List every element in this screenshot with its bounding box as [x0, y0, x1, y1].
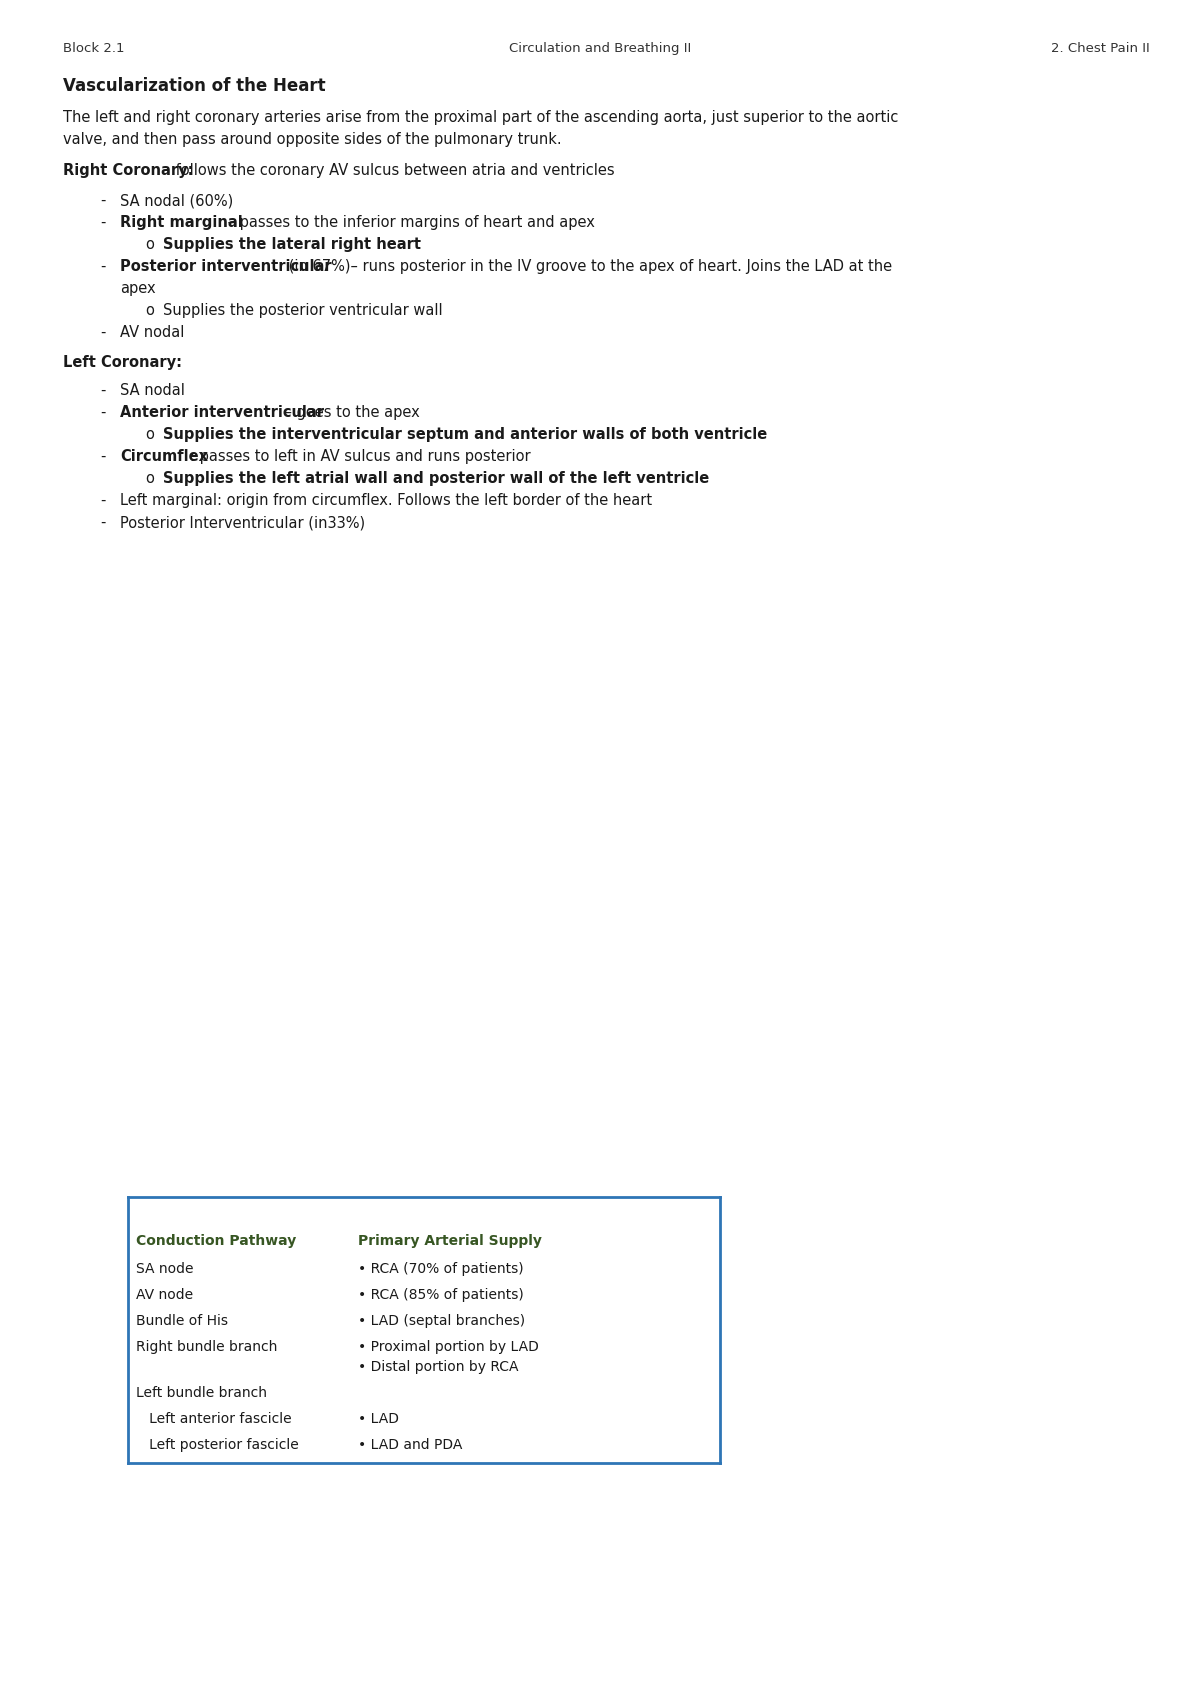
Text: – goes to the apex: – goes to the apex — [280, 406, 420, 419]
Text: (in 67%)– runs posterior in the IV groove to the apex of heart. Joins the LAD at: (in 67%)– runs posterior in the IV groov… — [284, 260, 892, 273]
Text: -: - — [100, 406, 106, 419]
Text: 2. Chest Pain II: 2. Chest Pain II — [1051, 42, 1150, 54]
Text: Supplies the interventricular septum and anterior walls of both ventricle: Supplies the interventricular septum and… — [163, 428, 767, 441]
Text: Right Coronary:: Right Coronary: — [64, 163, 193, 178]
Text: Right bundle branch: Right bundle branch — [136, 1341, 277, 1354]
Text: o: o — [145, 428, 154, 441]
Text: valve, and then pass around opposite sides of the pulmonary trunk.: valve, and then pass around opposite sid… — [64, 132, 562, 148]
Text: Left posterior fascicle: Left posterior fascicle — [136, 1437, 299, 1453]
Text: – passes to the inferior margins of heart and apex: – passes to the inferior margins of hear… — [223, 216, 595, 231]
Text: Vascularization of the Heart: Vascularization of the Heart — [64, 76, 325, 95]
Text: Left bundle branch: Left bundle branch — [136, 1386, 266, 1400]
Text: : passes to left in AV sulcus and runs posterior: : passes to left in AV sulcus and runs p… — [190, 450, 530, 463]
Text: apex: apex — [120, 282, 156, 295]
Text: Left marginal: origin from circumflex. Follows the left border of the heart: Left marginal: origin from circumflex. F… — [120, 494, 652, 507]
Text: -: - — [100, 326, 106, 339]
Text: Supplies the lateral right heart: Supplies the lateral right heart — [163, 238, 421, 251]
Text: Conduction Pathway: Conduction Pathway — [136, 1234, 296, 1247]
Text: SA nodal (60%): SA nodal (60%) — [120, 193, 233, 209]
Text: Circulation and Breathing II: Circulation and Breathing II — [509, 42, 691, 54]
Text: The left and right coronary arteries arise from the proximal part of the ascendi: The left and right coronary arteries ari… — [64, 110, 899, 126]
Text: • LAD (septal branches): • LAD (septal branches) — [358, 1313, 526, 1329]
Text: -: - — [100, 260, 106, 273]
Text: Left anterior fascicle: Left anterior fascicle — [136, 1412, 292, 1425]
Text: TABLE 7-8: TABLE 7-8 — [136, 1201, 222, 1217]
Text: -: - — [100, 494, 106, 507]
Text: Posterior Interventricular (in33%): Posterior Interventricular (in33%) — [120, 514, 365, 529]
Text: Bundle of His: Bundle of His — [136, 1313, 228, 1329]
Text: o: o — [145, 472, 154, 485]
Text: • Distal portion by RCA: • Distal portion by RCA — [358, 1359, 518, 1375]
Text: Block 2.1: Block 2.1 — [64, 42, 125, 54]
Text: o: o — [145, 304, 154, 317]
Text: -: - — [100, 384, 106, 399]
Text: -: - — [100, 193, 106, 209]
Text: SA node: SA node — [136, 1263, 193, 1276]
Text: Posterior interventricular: Posterior interventricular — [120, 260, 331, 273]
Text: Circumflex: Circumflex — [120, 450, 208, 463]
Text: -: - — [100, 450, 106, 463]
Text: Supplies the posterior ventricular wall: Supplies the posterior ventricular wall — [163, 304, 443, 317]
Text: Primary Arterial Supply: Primary Arterial Supply — [358, 1234, 542, 1247]
Text: -: - — [100, 514, 106, 529]
Text: • RCA (85% of patients): • RCA (85% of patients) — [358, 1288, 523, 1302]
Text: follows the coronary AV sulcus between atria and ventricles: follows the coronary AV sulcus between a… — [170, 163, 614, 178]
Text: -: - — [100, 216, 106, 231]
Text: • RCA (70% of patients): • RCA (70% of patients) — [358, 1263, 523, 1276]
Text: Left Coronary:: Left Coronary: — [64, 355, 182, 370]
Text: AV nodal: AV nodal — [120, 326, 185, 339]
Text: Blood Supply of the Conduction System: Blood Supply of the Conduction System — [226, 1201, 576, 1217]
Text: AV node: AV node — [136, 1288, 193, 1302]
Text: • LAD and PDA: • LAD and PDA — [358, 1437, 462, 1453]
Text: Anterior interventricular: Anterior interventricular — [120, 406, 324, 419]
Text: SA nodal: SA nodal — [120, 384, 185, 399]
Text: o: o — [145, 238, 154, 251]
Text: • LAD: • LAD — [358, 1412, 398, 1425]
Text: Supplies the left atrial wall and posterior wall of the left ventricle: Supplies the left atrial wall and poster… — [163, 472, 709, 485]
Text: • Proximal portion by LAD: • Proximal portion by LAD — [358, 1341, 539, 1354]
Text: Right marginal: Right marginal — [120, 216, 242, 231]
